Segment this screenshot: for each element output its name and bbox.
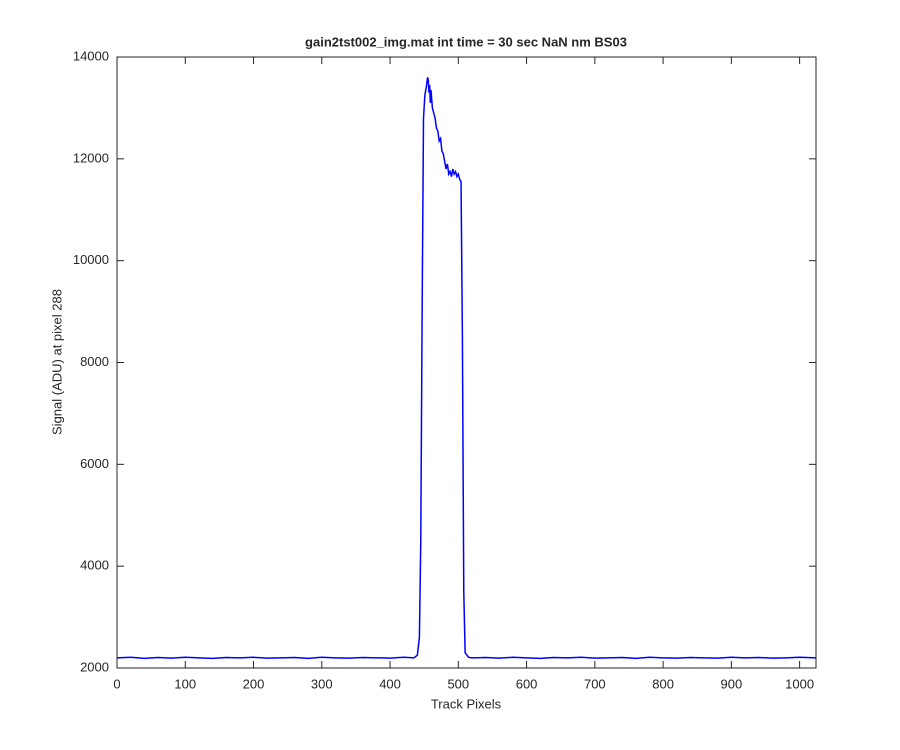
x-tick-label: 800 — [652, 676, 674, 691]
x-tick-label: 300 — [311, 676, 333, 691]
y-tick-label: 14000 — [73, 48, 109, 63]
y-tick-label: 6000 — [80, 456, 109, 471]
x-tick-label: 400 — [379, 676, 401, 691]
x-tick-label: 600 — [516, 676, 538, 691]
y-axis-label: Signal (ADU) at pixel 288 — [49, 289, 64, 435]
x-tick-label: 500 — [447, 676, 469, 691]
x-tick-label: 200 — [243, 676, 265, 691]
chart-title: gain2tst002_img.mat int time = 30 sec Na… — [305, 34, 627, 49]
y-tick-label: 4000 — [80, 558, 109, 573]
x-tick-label: 900 — [721, 676, 743, 691]
y-tick-label: 12000 — [73, 150, 109, 165]
data-line — [116, 77, 817, 660]
y-tick-label: 10000 — [73, 252, 109, 267]
x-tick-label: 1000 — [785, 676, 814, 691]
x-tick-label: 700 — [584, 676, 606, 691]
plot-area — [116, 56, 817, 669]
y-tick-label: 8000 — [80, 354, 109, 369]
x-tick-label: 100 — [174, 676, 196, 691]
y-tick-label: 2000 — [80, 659, 109, 674]
x-axis-label: Track Pixels — [431, 696, 502, 711]
x-tick-label: 0 — [113, 676, 120, 691]
